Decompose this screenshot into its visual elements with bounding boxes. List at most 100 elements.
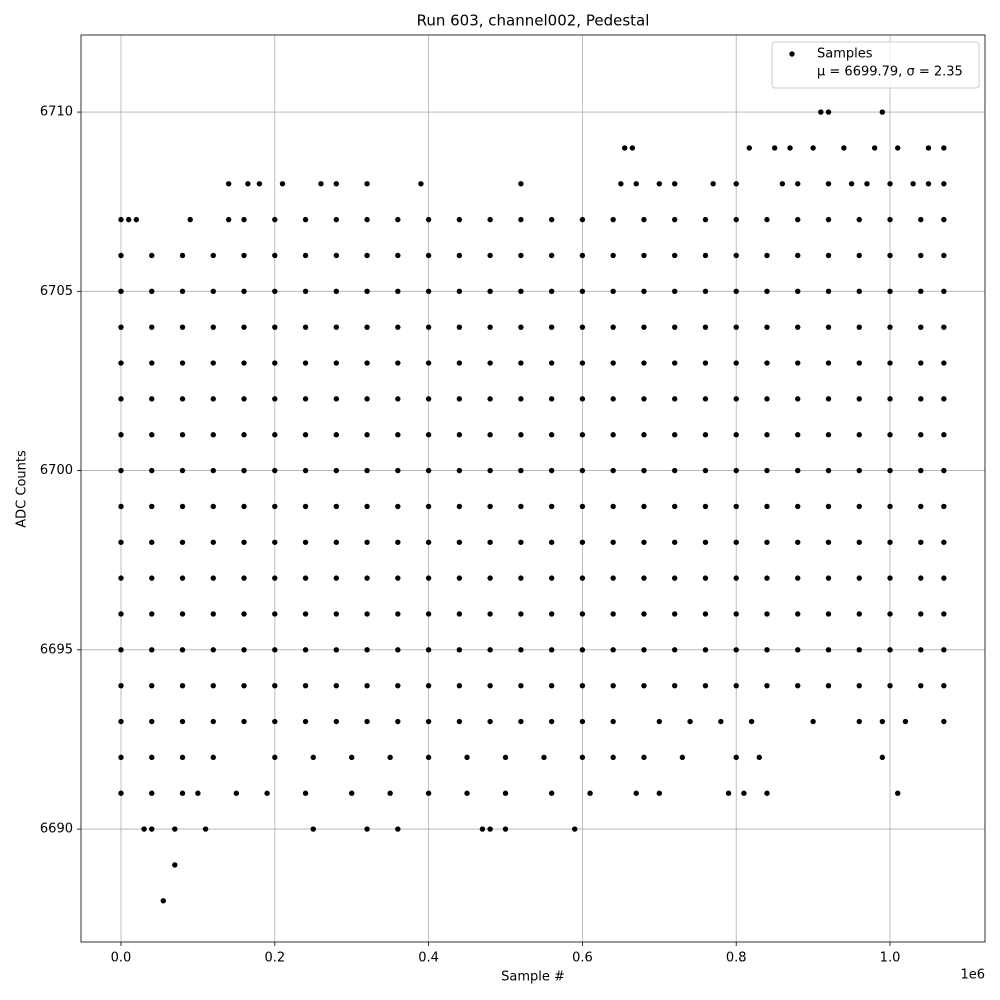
point	[610, 360, 616, 366]
point	[425, 360, 432, 366]
point	[825, 467, 832, 474]
point	[941, 539, 947, 545]
point	[302, 288, 309, 295]
point	[756, 754, 762, 761]
point	[395, 216, 401, 223]
point	[302, 432, 309, 438]
point	[671, 647, 678, 653]
point	[579, 575, 586, 581]
point	[895, 790, 901, 796]
point	[487, 503, 493, 510]
point	[825, 539, 832, 545]
point	[825, 109, 832, 115]
point	[579, 539, 586, 545]
point	[518, 324, 524, 330]
legend-marker	[789, 51, 795, 57]
point	[518, 216, 524, 223]
point	[671, 503, 678, 510]
point	[864, 181, 870, 187]
point	[241, 360, 247, 366]
point	[149, 252, 155, 259]
point	[579, 682, 586, 689]
point	[241, 647, 247, 653]
point	[887, 252, 893, 259]
point	[241, 396, 247, 402]
point	[487, 682, 493, 689]
point	[641, 432, 647, 438]
point	[241, 718, 247, 725]
point	[641, 503, 647, 510]
point	[364, 288, 370, 295]
point	[548, 467, 555, 474]
point	[118, 718, 124, 725]
point	[656, 181, 663, 187]
point	[364, 503, 370, 510]
point	[641, 324, 647, 330]
point	[425, 252, 432, 259]
point	[210, 288, 216, 295]
point	[825, 611, 832, 617]
point	[118, 324, 124, 330]
x-tick-label: 1.0	[880, 951, 901, 966]
point	[548, 432, 555, 438]
point	[825, 503, 832, 510]
point	[764, 467, 770, 474]
point	[456, 611, 463, 617]
point	[887, 324, 893, 330]
point	[241, 503, 247, 510]
point	[887, 611, 893, 617]
point	[795, 575, 801, 581]
point	[610, 324, 616, 330]
point	[233, 790, 240, 796]
point	[179, 718, 186, 725]
point	[456, 216, 463, 223]
point	[349, 790, 355, 796]
point	[941, 467, 947, 474]
point	[856, 682, 862, 689]
point	[333, 216, 340, 223]
point	[572, 826, 578, 832]
point	[487, 252, 493, 259]
point	[856, 718, 862, 725]
point	[179, 432, 186, 438]
point	[118, 360, 124, 366]
x-tick-label: 0.2	[264, 951, 285, 966]
point	[210, 647, 216, 653]
point	[364, 718, 370, 725]
point	[548, 252, 555, 259]
point	[887, 575, 893, 581]
point	[149, 575, 155, 581]
point	[464, 790, 470, 796]
point	[733, 181, 739, 187]
point	[795, 216, 801, 223]
point	[579, 647, 586, 653]
point	[456, 467, 463, 474]
point	[579, 216, 586, 223]
point	[887, 181, 893, 187]
point	[818, 109, 824, 115]
point	[187, 216, 193, 223]
point	[333, 467, 340, 474]
point	[456, 647, 463, 653]
point	[641, 252, 647, 259]
point	[395, 539, 401, 545]
point	[487, 826, 493, 832]
point	[918, 396, 924, 402]
point	[548, 503, 555, 510]
point	[195, 790, 201, 796]
point	[333, 288, 340, 295]
point	[387, 754, 393, 761]
point	[125, 216, 132, 223]
point	[641, 611, 647, 617]
point	[333, 611, 340, 617]
point	[364, 324, 370, 330]
point	[272, 682, 278, 689]
point	[579, 467, 586, 474]
point	[795, 181, 801, 187]
point	[579, 611, 586, 617]
point	[610, 216, 616, 223]
point	[487, 216, 493, 223]
point	[487, 718, 493, 725]
point	[887, 288, 893, 295]
point	[518, 288, 524, 295]
